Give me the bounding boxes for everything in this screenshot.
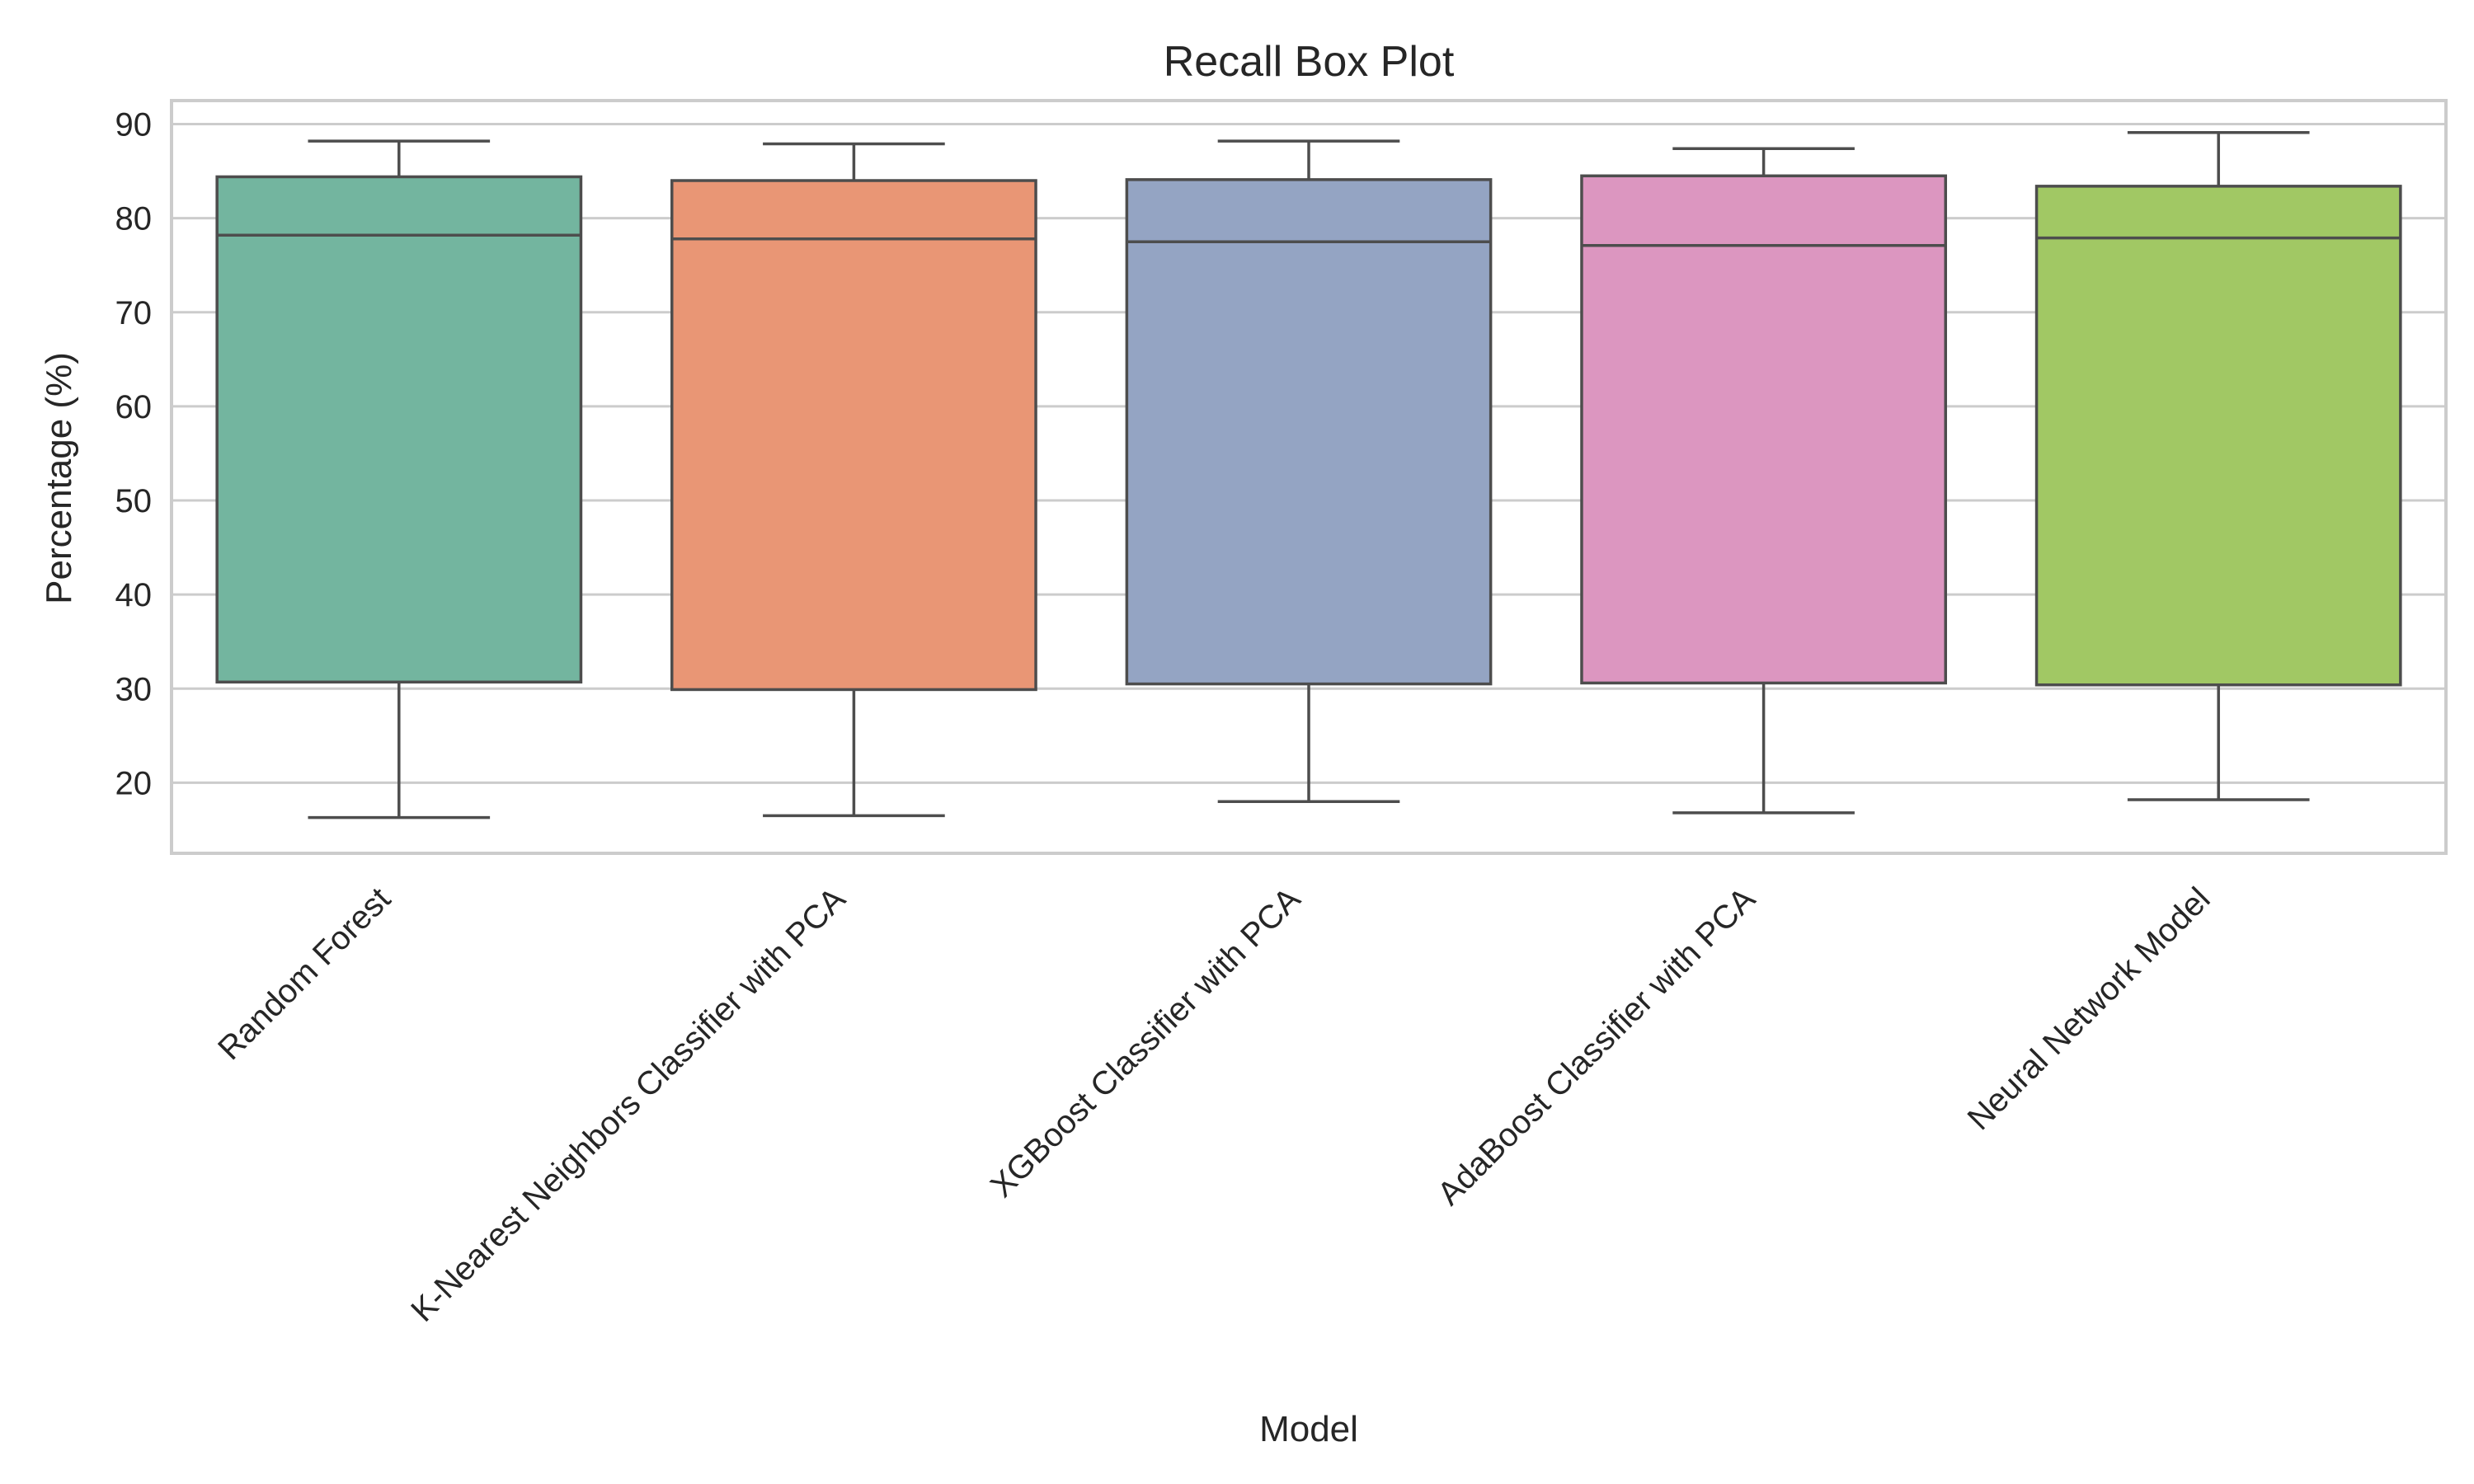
y-tick-label: 80	[115, 201, 153, 237]
y-tick-label: 90	[115, 107, 153, 143]
iqr-box	[2034, 185, 2402, 687]
x-tick-label: XGBoost Classifier with PCA	[984, 881, 1308, 1205]
box-1	[215, 139, 583, 819]
y-tick-label: 60	[115, 389, 153, 425]
box-5	[2034, 131, 2402, 801]
y-tick-label: 70	[115, 295, 153, 331]
x-tick-label: Random Forest	[211, 881, 397, 1067]
y-tick-label: 30	[115, 671, 153, 707]
x-axis-label: Model	[1259, 1409, 1358, 1449]
plot-frame	[170, 99, 2448, 855]
iqr-box	[670, 179, 1037, 692]
y-tick-label: 40	[115, 577, 153, 613]
y-tick-label: 20	[115, 765, 153, 801]
y-tick-label: 50	[115, 483, 153, 519]
y-axis-label: Percentage (%)	[39, 352, 79, 604]
chart-title: Recall Box Plot	[1164, 38, 1455, 86]
iqr-box	[1125, 178, 1493, 686]
box-group	[215, 131, 2402, 819]
box-2	[670, 142, 1037, 818]
x-tick-labels: Random Forest K-Nearest Neighbors Classif…	[211, 881, 2217, 1329]
box-4	[1580, 147, 1947, 815]
box-3	[1125, 139, 1493, 803]
x-tick-label: AdaBoost Classifier with PCA	[1431, 881, 1762, 1212]
y-tick-labels: 20 30 40 50 60 70 80 90	[115, 107, 153, 802]
x-tick-label: Neural Network Model	[1961, 881, 2218, 1137]
iqr-box	[215, 175, 583, 684]
iqr-box	[1580, 174, 1947, 685]
x-tick-label: K-Nearest Neighbors Classifier with PCA	[404, 881, 853, 1329]
